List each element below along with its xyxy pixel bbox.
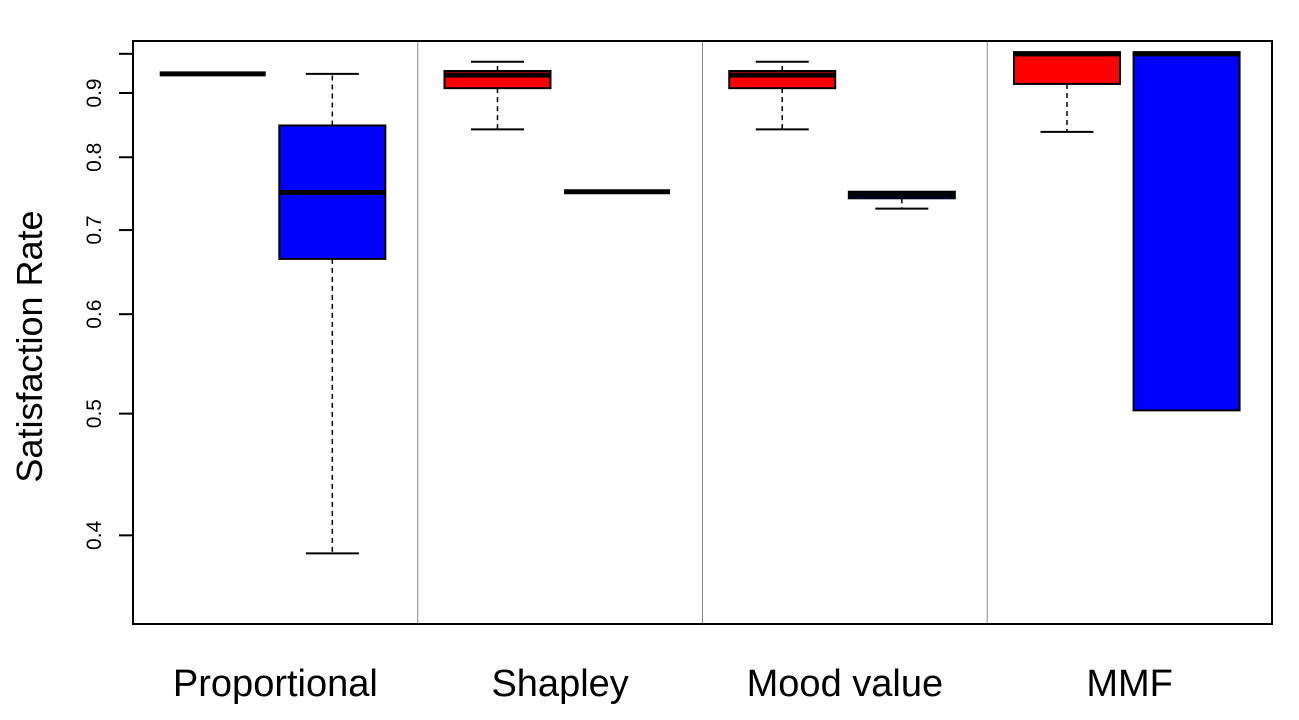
panel-separators (417, 41, 988, 624)
box-body (1132, 51, 1241, 412)
box-mood-value-red (728, 60, 837, 131)
box-proportional-blue (278, 72, 387, 555)
box-mmf-red (1012, 51, 1121, 133)
y-axis-title: Satisfaction Rate (9, 210, 50, 482)
y-axis: 0.4 0.5 0.6 0.7 0.8 0.9 (83, 52, 133, 550)
boxes-layer (159, 51, 1241, 555)
x-category-label: Shapley (491, 663, 628, 705)
y-tick-label: 0.6 (83, 300, 106, 329)
y-tick-label: 0.4 (83, 520, 106, 550)
box-shapley-red (443, 60, 552, 131)
plot-frame (132, 40, 1273, 625)
y-tick-label: 0.8 (83, 143, 106, 172)
x-category-label: Mood value (747, 663, 943, 705)
x-axis-category-labels: Proportional Shapley Mood value MMF (173, 663, 1173, 705)
y-tick-label: 0.5 (83, 399, 106, 428)
box-mood-value-blue (847, 190, 956, 210)
y-tick-label: 0.7 (83, 215, 106, 244)
x-category-label: MMF (1086, 663, 1173, 705)
x-category-label: Proportional (173, 663, 378, 705)
box-body (1012, 51, 1121, 85)
box-mmf-blue (1132, 51, 1241, 412)
y-tick-label: 0.9 (83, 78, 106, 107)
